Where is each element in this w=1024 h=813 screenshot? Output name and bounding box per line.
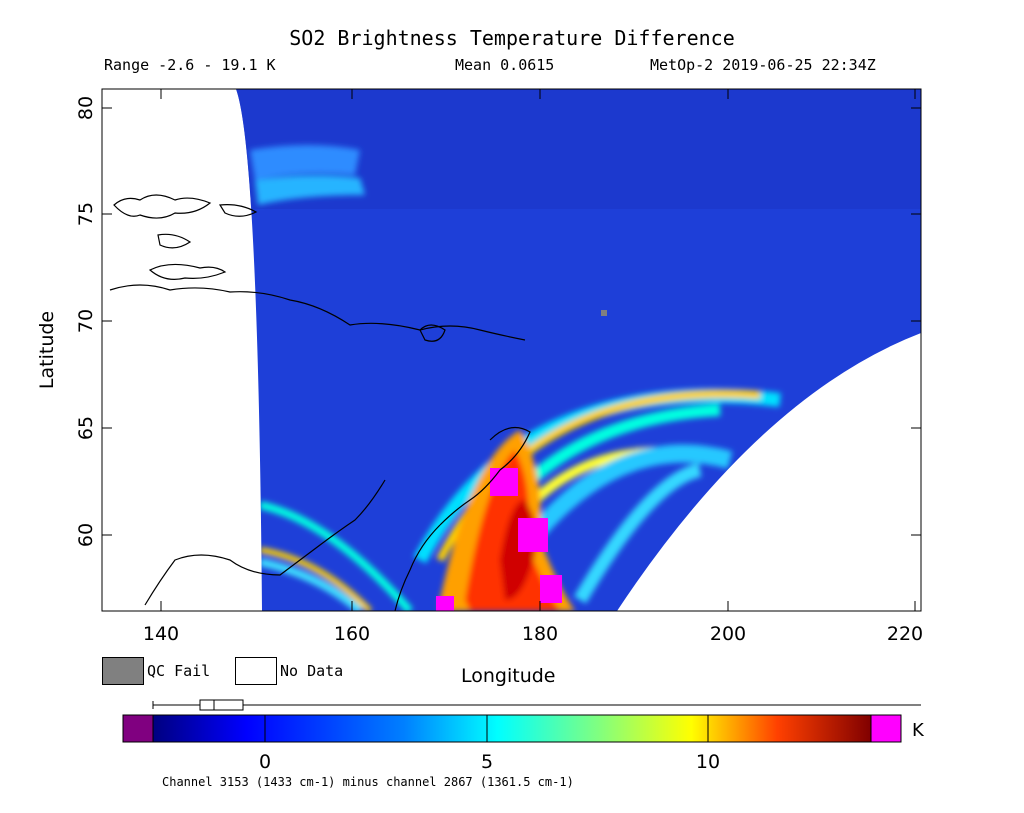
colorbar-under: [122, 714, 154, 743]
x-tick-label: 200: [710, 623, 746, 645]
distribution-boxplot: [152, 699, 921, 711]
data-swath: [236, 89, 921, 611]
qc-fail-label: QC Fail: [147, 662, 211, 680]
x-tick-label: 220: [887, 623, 923, 645]
colorbar: [152, 714, 872, 743]
colorbar-tick-label: 10: [696, 751, 720, 773]
colorbar-over: [870, 714, 902, 743]
y-tick-label: 80: [75, 96, 97, 120]
colorbar-ticks: [264, 715, 709, 742]
y-tick-label: 60: [75, 523, 97, 547]
coastlines: [109, 194, 531, 611]
x-axis-label: Longitude: [461, 665, 556, 687]
qc-fail-swatch: [102, 657, 144, 685]
y-tick-label: 70: [75, 309, 97, 333]
no-data-label: No Data: [280, 662, 344, 680]
x-tick-label: 180: [522, 623, 558, 645]
colorbar-tick-label: 5: [481, 751, 493, 773]
y-axis-label: Latitude: [36, 311, 58, 389]
y-tick-label: 75: [75, 202, 97, 226]
range-readout: Range -2.6 - 19.1 K: [104, 56, 276, 74]
satellite-timestamp: MetOp-2 2019-06-25 22:34Z: [650, 56, 876, 74]
channel-footnote: Channel 3153 (1433 cm-1) minus channel 2…: [162, 775, 574, 789]
x-tick-marks: [160, 89, 916, 611]
x-tick-label: 140: [143, 623, 179, 645]
colorbar-unit: K: [912, 720, 924, 741]
mean-readout: Mean 0.0615: [455, 56, 555, 74]
no-data-swatch: [235, 657, 277, 685]
y-tick-marks: [102, 107, 921, 536]
colorbar-tick-label: 0: [259, 751, 271, 773]
x-tick-label: 160: [334, 623, 370, 645]
plot-frame: [101, 88, 922, 612]
chart-title: SO2 Brightness Temperature Difference: [289, 26, 735, 50]
y-tick-label: 65: [75, 416, 97, 440]
